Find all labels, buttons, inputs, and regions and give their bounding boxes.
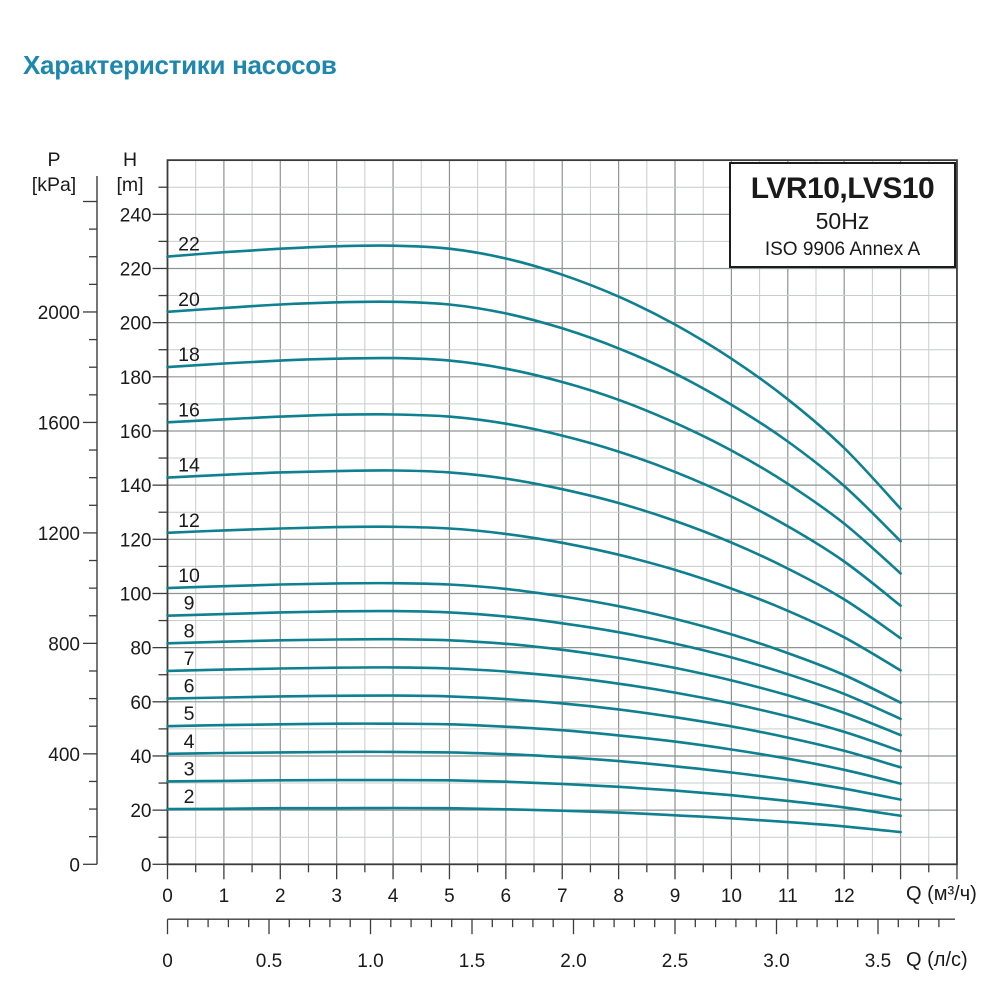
- spec-frequency: 50Hz: [815, 208, 870, 234]
- flow-m3h-tick-label: 8: [613, 886, 624, 907]
- flow-m3h-tick-label: 1: [219, 886, 230, 907]
- flow-ls-tick-label: 1.5: [459, 951, 485, 972]
- pump-curve-9: [166, 609, 902, 721]
- spec-model: LVR10,LVS10: [750, 172, 935, 205]
- pump-curve-10: [166, 581, 902, 704]
- pump-curve-8: [166, 637, 902, 737]
- flow-m3h-tick-label: 12: [834, 886, 855, 907]
- curve-stage-label-6: 6: [184, 676, 195, 698]
- spec-standard: ISO 9906 Annex A: [764, 239, 921, 260]
- pump-curve-12: [166, 525, 902, 672]
- head-tick-label: 20: [130, 801, 151, 822]
- pressure-tick-label: 1600: [38, 413, 80, 434]
- head-tick-label: 120: [120, 530, 152, 551]
- head-axis-unit: [m]: [116, 174, 144, 196]
- curve-stage-label-12: 12: [178, 510, 200, 532]
- curve-stage-label-9: 9: [184, 593, 195, 615]
- head-tick-label: 40: [130, 747, 151, 768]
- flow-m3h-tick-label: 3: [331, 886, 342, 907]
- pump-curve-4: [166, 750, 902, 801]
- flow-ls-tick-label: 3.0: [763, 951, 789, 972]
- flow-m3h-tick-label: 7: [557, 886, 568, 907]
- head-axis-title: H [m]: [100, 148, 160, 198]
- curve-stage-label-10: 10: [178, 565, 200, 587]
- head-tick-label: 0: [141, 855, 152, 876]
- head-tick-label: 60: [130, 693, 151, 714]
- spec-box: LVR10,LVS10 50Hz ISO 9906 Annex A: [729, 162, 956, 268]
- flow-ls-tick-label: 1.0: [357, 951, 383, 972]
- head-tick-label: 140: [120, 476, 152, 497]
- curve-stage-label-22: 22: [178, 234, 200, 256]
- pressure-tick-label: 800: [48, 634, 80, 655]
- curve-stage-label-2: 2: [184, 786, 195, 808]
- flow-ls-tick-label: 2.0: [560, 951, 586, 972]
- flow-m3h-tick-label: 2: [275, 886, 286, 907]
- flow-ls-tick-label: 2.5: [662, 951, 688, 972]
- pressure-axis-symbol: P: [47, 149, 61, 171]
- curve-stage-label-3: 3: [184, 758, 195, 780]
- pump-curve-22: [166, 244, 902, 510]
- pump-curve-6: [166, 694, 902, 769]
- head-tick-label: 180: [120, 368, 152, 389]
- curve-stage-label-8: 8: [184, 620, 195, 642]
- flow-ls-tick-label: 3.5: [865, 951, 891, 972]
- flow-m3h-tick-label: 11: [778, 886, 798, 907]
- head-tick-label: 100: [120, 584, 152, 605]
- flow-ls-tick-label: 0.5: [256, 951, 282, 972]
- curve-layer: [166, 244, 902, 834]
- axis-layer: 0204060801001201401601802002202400400800…: [38, 159, 958, 972]
- flow-m3h-tick-label: 5: [444, 886, 455, 907]
- pump-curve-14: [166, 469, 902, 640]
- curve-stage-label-5: 5: [184, 703, 195, 725]
- grid-layer: [167, 160, 957, 865]
- pressure-axis-unit: [kPa]: [31, 174, 77, 196]
- flow-m3h-tick-label: 4: [388, 886, 399, 907]
- head-tick-label: 160: [120, 422, 152, 443]
- curve-stage-label-7: 7: [184, 648, 195, 670]
- flow-axis-title-ls: Q (л/с): [906, 949, 968, 971]
- page-title: Характеристики насосов: [23, 50, 337, 80]
- pressure-tick-label: 0: [69, 855, 80, 876]
- head-tick-label: 220: [120, 259, 152, 280]
- curve-stage-label-4: 4: [184, 731, 195, 753]
- curve-stage-label-18: 18: [178, 344, 200, 366]
- pump-curve-3: [166, 778, 902, 818]
- curve-label-layer: 22 20 18 16 14 12 10 9 8 7 6 5 4 3 2: [178, 234, 200, 808]
- flow-ls-tick-label: 0: [162, 951, 173, 972]
- pump-curve-5: [166, 722, 902, 785]
- head-tick-label: 200: [120, 314, 152, 335]
- flow-m3h-tick-label: 6: [501, 886, 512, 907]
- curve-stage-label-14: 14: [178, 455, 200, 477]
- head-tick-label: 240: [120, 205, 152, 226]
- head-tick-label: 80: [130, 639, 151, 660]
- curve-stage-label-16: 16: [178, 399, 200, 421]
- pressure-tick-label: 400: [48, 745, 80, 766]
- pressure-tick-label: 1200: [38, 524, 80, 545]
- pump-curve-20: [166, 300, 902, 543]
- curve-stage-label-20: 20: [178, 289, 200, 311]
- pump-curve-2: [166, 806, 902, 834]
- head-axis-symbol: H: [122, 149, 138, 171]
- flow-m3h-tick-label: 10: [721, 886, 742, 907]
- flow-axis-title-m3h: Q (м³/ч): [906, 883, 977, 905]
- pump-curve-7: [166, 666, 902, 753]
- flow-m3h-tick-label: 9: [670, 886, 681, 907]
- flow-m3h-tick-label: 0: [162, 886, 173, 907]
- pump-curve-18: [166, 356, 902, 575]
- pressure-axis-title: P [kPa]: [24, 148, 84, 198]
- pressure-tick-label: 2000: [38, 303, 80, 324]
- pump-curve-16: [166, 413, 902, 607]
